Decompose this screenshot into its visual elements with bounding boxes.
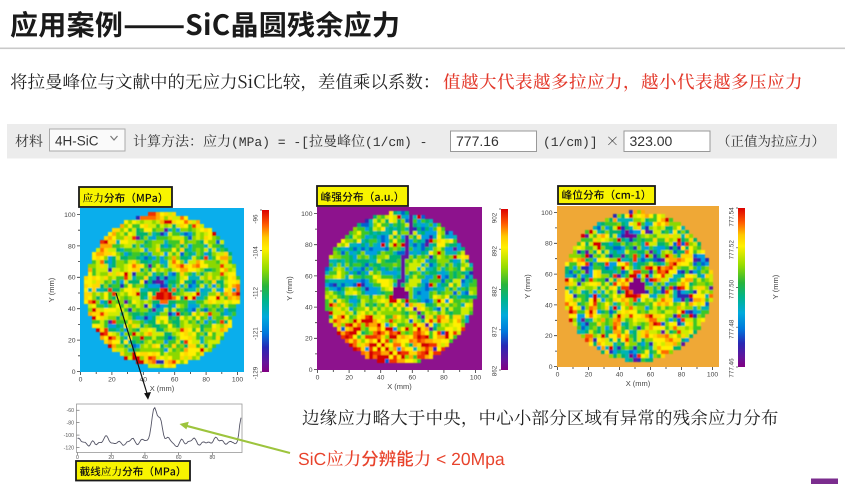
- svg-text:X (mm): X (mm): [150, 384, 175, 393]
- svg-text:20: 20: [68, 338, 76, 345]
- svg-text:80: 80: [68, 243, 76, 250]
- svg-text:882: 882: [492, 286, 499, 297]
- svg-text:777.50: 777.50: [729, 279, 736, 299]
- svg-text:100: 100: [707, 372, 719, 379]
- svg-text:-120: -120: [64, 445, 74, 451]
- svg-text:80: 80: [305, 242, 313, 249]
- svg-text:777.48: 777.48: [729, 319, 736, 339]
- svg-text:60: 60: [305, 273, 313, 280]
- svg-text:-112: -112: [253, 286, 260, 299]
- svg-text:40: 40: [377, 375, 385, 382]
- svg-text:323.00: 323.00: [630, 133, 673, 149]
- svg-text:100: 100: [64, 212, 76, 219]
- svg-text:60: 60: [409, 375, 417, 382]
- svg-text:X (mm): X (mm): [626, 379, 651, 388]
- svg-text:Y (mm): Y (mm): [523, 274, 532, 299]
- svg-text:80: 80: [440, 375, 448, 382]
- svg-text:60: 60: [647, 372, 655, 379]
- svg-text:-96: -96: [253, 214, 260, 224]
- svg-text:X (mm): X (mm): [387, 382, 412, 391]
- svg-text:100: 100: [470, 375, 482, 382]
- svg-text:0: 0: [72, 369, 76, 376]
- svg-text:777.16: 777.16: [456, 133, 499, 149]
- svg-text:40: 40: [616, 372, 624, 379]
- svg-text:60: 60: [68, 275, 76, 282]
- svg-text:40: 40: [305, 305, 313, 312]
- svg-text:40: 40: [545, 302, 553, 309]
- svg-text:20: 20: [545, 333, 553, 340]
- svg-text:0: 0: [556, 372, 560, 379]
- svg-text:Y (mm): Y (mm): [47, 277, 56, 302]
- svg-text:-80: -80: [67, 420, 75, 426]
- svg-text:60: 60: [171, 377, 179, 384]
- svg-text:872: 872: [492, 326, 499, 337]
- svg-text:20: 20: [305, 336, 313, 343]
- svg-text:100: 100: [301, 211, 313, 218]
- svg-text:902: 902: [492, 212, 499, 223]
- svg-text:-129: -129: [253, 366, 260, 379]
- svg-text:-60: -60: [67, 408, 75, 414]
- svg-text:0: 0: [316, 375, 320, 382]
- svg-text:20: 20: [345, 375, 353, 382]
- svg-text:892: 892: [492, 246, 499, 257]
- svg-text:-121: -121: [253, 327, 260, 340]
- svg-text:20: 20: [585, 372, 593, 379]
- svg-text:Y (mm): Y (mm): [285, 276, 294, 301]
- svg-text:80: 80: [678, 372, 686, 379]
- svg-text:60: 60: [176, 455, 182, 461]
- svg-text:-104: -104: [253, 246, 260, 259]
- svg-text:0: 0: [76, 455, 79, 461]
- svg-text:40: 40: [68, 306, 76, 313]
- svg-text:100: 100: [232, 377, 244, 384]
- svg-text:100: 100: [541, 210, 553, 217]
- svg-text:4H-SiC: 4H-SiC: [55, 134, 99, 149]
- svg-text:20: 20: [108, 377, 116, 384]
- svg-text:60: 60: [545, 272, 553, 279]
- svg-text:0: 0: [309, 367, 313, 374]
- svg-text:862: 862: [492, 365, 499, 376]
- svg-text:80: 80: [202, 377, 210, 384]
- svg-text:80: 80: [545, 241, 553, 248]
- svg-text:777.54: 777.54: [729, 207, 736, 227]
- svg-text:0: 0: [549, 364, 553, 371]
- svg-text:80: 80: [209, 455, 215, 461]
- svg-text:777.46: 777.46: [729, 358, 736, 378]
- svg-text:Y (mm): Y (mm): [771, 274, 780, 299]
- svg-text:40: 40: [142, 455, 148, 461]
- svg-text:0: 0: [79, 377, 83, 384]
- svg-text:777.52: 777.52: [729, 240, 736, 260]
- svg-text:20: 20: [108, 455, 114, 461]
- svg-text:-100: -100: [64, 433, 74, 439]
